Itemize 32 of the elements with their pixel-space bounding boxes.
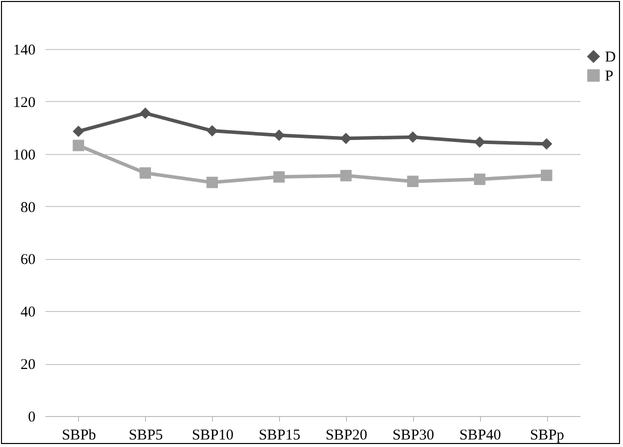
x-tick-label: SBP10 [192, 428, 234, 444]
y-tick-label: 140 [13, 42, 36, 58]
point [72, 140, 84, 152]
y-tick-label: 20 [20, 357, 36, 374]
y-tick-label: 120 [13, 94, 36, 111]
point [474, 136, 486, 148]
x-tick-label: SBPb [62, 428, 96, 444]
x-tick-label: SBP5 [128, 428, 163, 444]
x-tick-label: SBP15 [258, 428, 300, 444]
legend-label: D [605, 50, 616, 66]
point [407, 131, 419, 143]
point [140, 167, 152, 179]
y-tick-label: 60 [20, 252, 36, 268]
y-tick-label: 100 [13, 147, 36, 164]
x-tick-label: SBP30 [392, 428, 434, 444]
point [474, 174, 486, 185]
y-tick-label: 0 [28, 410, 36, 426]
point [140, 108, 152, 119]
point [206, 176, 218, 188]
x-tick-label: SBP40 [459, 428, 502, 444]
point [540, 170, 552, 182]
x-tick-label: SBP20 [326, 428, 368, 444]
point [340, 170, 352, 182]
y-tick-label: 80 [20, 200, 36, 216]
point [273, 171, 285, 183]
legend-label: P [605, 68, 614, 84]
point [273, 130, 285, 141]
point [206, 125, 218, 136]
x-tick-label: SBPp [530, 428, 564, 444]
point [407, 176, 419, 188]
point [72, 126, 84, 138]
y-tick-label: 40 [20, 304, 36, 321]
